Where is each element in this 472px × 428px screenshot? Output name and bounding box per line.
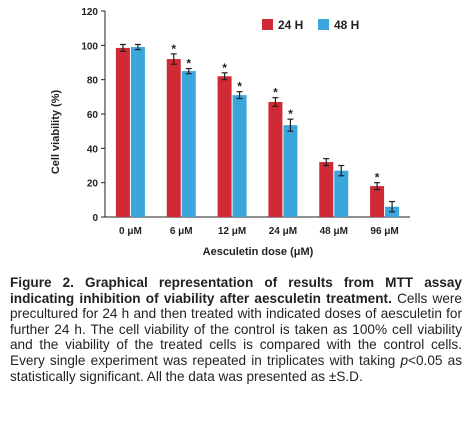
significance-asterisk: * [288,107,293,121]
significance-asterisk: * [273,86,278,100]
significance-asterisk: * [237,80,242,94]
bar [268,101,283,217]
y-axis-label: Cell viability (%) [50,89,62,174]
bar [130,47,145,217]
significance-asterisk: * [222,61,227,75]
significance-asterisk: * [186,57,191,71]
y-tick-label: 0 [92,213,98,224]
bar [334,170,349,217]
caption-title: Figure 2. Graphical representation of re… [10,275,462,306]
figure-caption: Figure 2. Graphical representation of re… [10,275,462,384]
caption-body-tail: <0.05 as statistically significant. All … [10,352,462,384]
y-tick-label: 80 [87,76,99,87]
caption-p-symbol: p [400,352,409,368]
bar [166,59,181,217]
bar [319,162,334,217]
legend-swatch [262,19,273,30]
x-tick-label: 48 μM [320,226,348,237]
legend-label: 48 H [334,18,359,32]
x-tick-label: 0 μM [119,226,142,237]
bar [232,95,247,217]
x-tick-label: 24 μM [269,226,297,237]
bar [181,71,196,217]
x-axis: 0 μM 6 μM 12 μM 24 μM 48 μM 96 μM [105,216,410,237]
y-tick-label: 60 [87,110,99,121]
x-tick-label: 96 μM [370,226,398,237]
x-tick-label: 6 μM [170,226,193,237]
bar [115,47,130,218]
significance-asterisk: * [375,171,380,185]
bar [370,186,385,217]
caption-body: Cells were precultured for 24 h and then… [10,291,462,384]
y-tick-label: 100 [81,41,98,52]
y-axis: 0 20 40 60 80 100 120 [81,7,106,224]
x-axis-label: Aesculetin dose (μM) [203,246,314,258]
y-tick-label: 20 [87,179,99,190]
legend-swatch [318,19,329,30]
y-tick-label: 120 [81,7,98,18]
y-tick-label: 40 [87,144,99,155]
bar [283,125,298,217]
bars: * * * * * * * [115,42,400,218]
x-tick-label: 12 μM [218,226,246,237]
legend: 24 H 48 H [262,18,359,32]
legend-label: 24 H [278,18,303,32]
significance-asterisk: * [171,42,176,56]
caption-body-text: Cells were precultured for 24 h and then… [10,290,462,368]
bar [217,76,232,217]
bar-chart: 0 20 40 60 80 100 120 0 μM 6 μM 12 μM 24 μM 48 μM 9… [50,7,410,258]
